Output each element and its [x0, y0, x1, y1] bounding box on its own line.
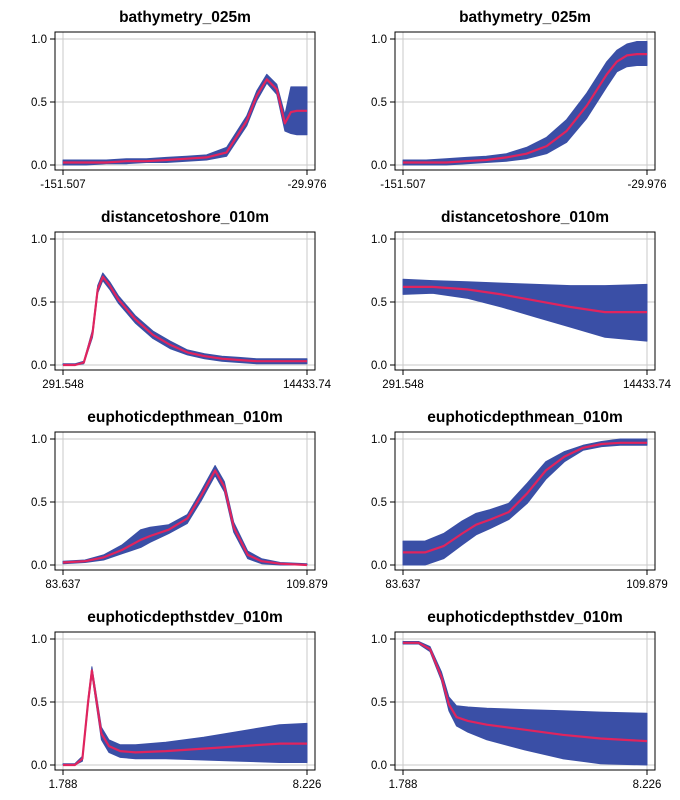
plot-frame	[54, 631, 316, 771]
chart-title: euphoticdepthmean_010m	[87, 409, 283, 426]
y-tick-label: 0.5	[31, 97, 47, 109]
chart-svg: euphoticdepthstdev_010m 0.0 0.5 1.0 1.788 8.2…	[371, 609, 662, 791]
chart-panel: bathymetry_025m 0.0 0.5 1.0 -151.507 -29.976	[0, 0, 340, 200]
response-line	[63, 275, 307, 367]
x-tick-label: 291.548	[42, 379, 84, 391]
confidence-band	[402, 641, 648, 766]
chart-panel: euphoticdepthstdev_010m 0.0 0.5 1.0 1.788 8.2…	[340, 600, 680, 800]
y-tick-label: 0.5	[371, 497, 387, 509]
chart-title: euphoticdepthmean_010m	[427, 409, 623, 426]
y-tick-label: 0.0	[371, 560, 387, 572]
response-line	[62, 469, 308, 567]
chart-svg: distancetoshore_010m 0.0 0.5 1.0 291.548 1443…	[371, 209, 672, 391]
chart-panel: euphoticdepthmean_010m 0.0 0.5 1.0 83.637 109…	[340, 400, 680, 600]
chart-title: distancetoshore_010m	[441, 209, 609, 226]
confidence-band	[402, 278, 648, 342]
confidence-band	[62, 272, 308, 366]
x-tick-label: 291.548	[382, 379, 424, 391]
x-tick-label: -29.976	[627, 179, 666, 191]
x-tick-label: 1.788	[49, 779, 78, 791]
x-tick-label: 109.879	[286, 579, 328, 591]
plot-frame	[54, 431, 316, 571]
chart-title: bathymetry_025m	[459, 9, 591, 26]
x-tick-label: 14433.74	[283, 379, 332, 391]
chart-title: distancetoshore_010m	[101, 209, 269, 226]
y-tick-label: 1.0	[31, 234, 47, 246]
y-tick-label: 1.0	[31, 34, 47, 46]
chart-panel: distancetoshore_010m 0.0 0.5 1.0 291.548 1443…	[0, 200, 340, 400]
confidence-band	[62, 73, 308, 166]
y-tick-label: 1.0	[371, 234, 387, 246]
chart-panel: euphoticdepthmean_010m 0.0 0.5 1.0 83.637 109…	[0, 400, 340, 600]
confidence-band	[62, 465, 308, 566]
plot-frame	[394, 231, 656, 371]
chart-panel: euphoticdepthstdev_010m 0.0 0.5 1.0 1.788 8.2…	[0, 600, 340, 800]
response-line	[403, 52, 647, 164]
y-tick-label: 0.5	[31, 697, 47, 709]
y-tick-label: 0.5	[31, 297, 47, 309]
response-line	[403, 285, 647, 314]
chart-svg: euphoticdepthmean_010m 0.0 0.5 1.0 83.637 109…	[31, 409, 328, 591]
y-tick-label: 1.0	[31, 434, 47, 446]
x-tick-label: 8.226	[633, 779, 662, 791]
response-line	[63, 669, 307, 767]
y-tick-label: 1.0	[371, 434, 387, 446]
plot-frame	[54, 231, 316, 371]
chart-title: bathymetry_025m	[119, 9, 251, 26]
x-tick-label: 83.637	[45, 579, 80, 591]
plot-frame	[394, 431, 656, 571]
confidence-band	[402, 41, 648, 166]
chart-svg: distancetoshore_010m 0.0 0.5 1.0 291.548 1443…	[31, 209, 332, 391]
x-tick-label: 83.637	[385, 579, 420, 591]
x-tick-label: -151.507	[380, 179, 425, 191]
y-tick-label: 0.0	[31, 760, 47, 772]
x-tick-label: 1.788	[389, 779, 418, 791]
y-tick-label: 0.5	[371, 297, 387, 309]
plot-frame	[394, 31, 656, 171]
chart-svg: bathymetry_025m 0.0 0.5 1.0 -151.507 -29.976	[31, 9, 327, 191]
plot-frame	[394, 631, 656, 771]
chart-svg: euphoticdepthstdev_010m 0.0 0.5 1.0 1.788 8.2…	[31, 609, 322, 791]
x-tick-label: 8.226	[293, 779, 322, 791]
y-tick-label: 0.0	[371, 360, 387, 372]
plot-frame	[54, 31, 316, 171]
chart-title: euphoticdepthstdev_010m	[427, 609, 623, 626]
x-tick-label: -151.507	[40, 179, 85, 191]
x-tick-label: -29.976	[287, 179, 326, 191]
x-tick-label: 109.879	[626, 579, 668, 591]
y-tick-label: 0.0	[371, 160, 387, 172]
y-tick-label: 1.0	[31, 634, 47, 646]
response-line	[63, 78, 307, 164]
y-tick-label: 0.5	[31, 497, 47, 509]
y-tick-label: 0.5	[371, 97, 387, 109]
x-tick-label: 14433.74	[623, 379, 672, 391]
y-tick-label: 0.5	[371, 697, 387, 709]
chart-title: euphoticdepthstdev_010m	[87, 609, 283, 626]
chart-svg: bathymetry_025m 0.0 0.5 1.0 -151.507 -29.976	[371, 9, 667, 191]
y-tick-label: 1.0	[371, 34, 387, 46]
response-line	[403, 641, 648, 743]
y-tick-label: 1.0	[371, 634, 387, 646]
y-tick-label: 0.0	[371, 760, 387, 772]
y-tick-label: 0.0	[31, 360, 47, 372]
response-line	[403, 441, 647, 554]
chart-svg: euphoticdepthmean_010m 0.0 0.5 1.0 83.637 109…	[371, 409, 668, 591]
chart-panel: bathymetry_025m 0.0 0.5 1.0 -151.507 -29.976	[340, 0, 680, 200]
y-tick-label: 0.0	[31, 160, 47, 172]
y-tick-label: 0.0	[31, 560, 47, 572]
chart-panel: distancetoshore_010m 0.0 0.5 1.0 291.548 1443…	[340, 200, 680, 400]
